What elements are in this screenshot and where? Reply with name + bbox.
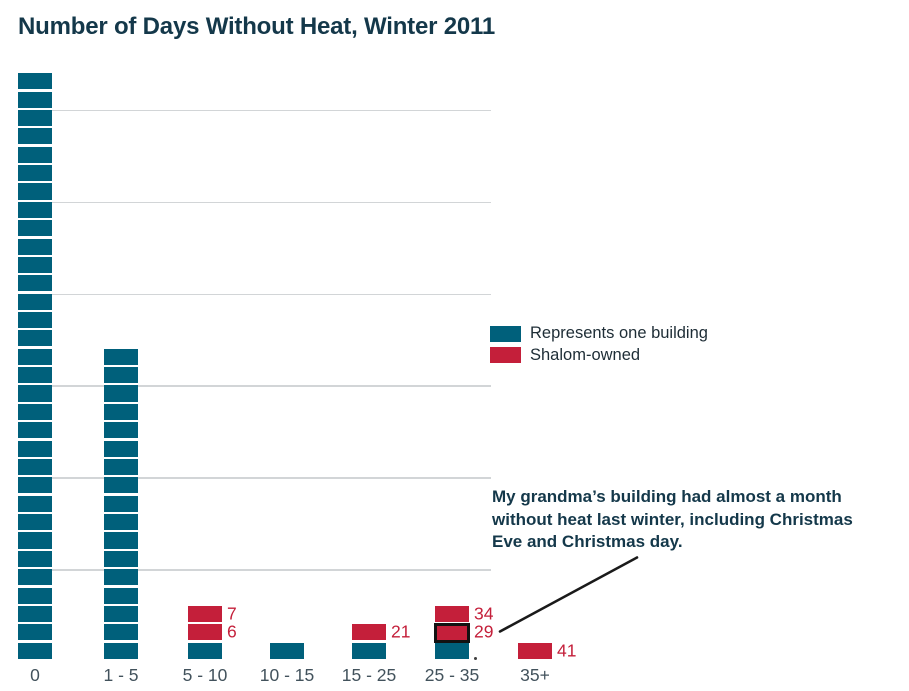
gridline — [18, 385, 491, 387]
unit-square-building — [18, 73, 52, 90]
legend-label-shalom: Shalom-owned — [530, 345, 641, 364]
legend-swatch-building-icon — [490, 326, 521, 342]
unit-square-building — [188, 642, 222, 659]
unit-square-building — [18, 256, 52, 274]
unit-square-building — [18, 514, 52, 531]
annotation-text: My grandma’s building had almost a month… — [492, 486, 909, 554]
unit-square-building — [18, 165, 52, 182]
unit-square-building — [104, 440, 138, 457]
unit-square-building — [352, 642, 386, 659]
unit-value-label: 21 — [391, 621, 411, 642]
unit-square-building — [18, 146, 52, 163]
unit-square-building — [104, 348, 138, 365]
unit-square-shalom — [435, 624, 469, 641]
gridline — [18, 569, 491, 571]
unit-square-building — [18, 642, 52, 659]
legend-swatch-shalom-icon — [490, 347, 521, 363]
x-axis-label: 5 - 10 — [182, 665, 228, 685]
unit-square-building — [104, 514, 138, 531]
unit-square-building — [18, 275, 52, 292]
unit-square-building — [104, 642, 138, 659]
unit-square-building — [18, 550, 52, 567]
unit-square-shalom — [188, 624, 222, 641]
unit-square-building — [104, 367, 138, 384]
unit-square-building — [104, 385, 138, 402]
stray-dot — [474, 657, 477, 660]
legend-item-shalom: Shalom-owned — [490, 345, 708, 364]
unit-square-building — [18, 477, 52, 494]
unit-square-building — [18, 587, 52, 604]
unit-square-building — [104, 605, 138, 623]
annotation-line: without heat last winter, including Chri… — [492, 509, 853, 529]
unit-value-label: 29 — [474, 621, 494, 642]
annotation-line: My grandma’s building had almost a month — [492, 487, 842, 506]
unit-square-building — [18, 91, 52, 108]
unit-square-building — [18, 403, 52, 420]
unit-square-building — [18, 220, 52, 237]
unit-square-building — [18, 367, 52, 384]
unit-square-shalom — [435, 605, 469, 623]
unit-square-building — [18, 183, 52, 200]
unit-square-building — [18, 605, 52, 623]
unit-square-building — [18, 495, 52, 512]
unit-square-building — [104, 403, 138, 420]
unit-square-building — [18, 385, 52, 402]
gridline — [18, 477, 491, 479]
unit-square-building — [104, 550, 138, 567]
x-axis-label: 10 - 15 — [259, 665, 315, 685]
unit-square-building — [18, 330, 52, 347]
unit-square-building — [18, 458, 52, 476]
unit-square-building — [18, 293, 52, 310]
legend-label-building: Represents one building — [530, 324, 708, 343]
unit-square-shalom — [352, 624, 386, 641]
unit-square-building — [104, 587, 138, 604]
unit-value-label: 6 — [227, 621, 237, 642]
unit-square-building — [18, 532, 52, 549]
unit-square-shalom — [188, 605, 222, 623]
unit-square-building — [18, 569, 52, 586]
unit-square-building — [104, 477, 138, 494]
unit-square-building — [104, 495, 138, 512]
unit-square-building — [270, 642, 304, 659]
unit-square-building — [18, 422, 52, 439]
unit-square-building — [18, 440, 52, 457]
unit-square-shalom — [518, 642, 552, 659]
unit-square-building — [18, 348, 52, 365]
x-axis-label: 0 — [30, 665, 40, 685]
x-axis-label: 1 - 5 — [103, 665, 139, 685]
unit-square-building — [18, 201, 52, 218]
unit-square-building — [18, 624, 52, 641]
unit-square-building — [18, 312, 52, 329]
x-axis-label: 15 - 25 — [341, 665, 397, 685]
unit-value-label: 34 — [474, 603, 494, 624]
legend-item-building: Represents one building — [490, 324, 708, 343]
unit-square-building — [104, 624, 138, 641]
unit-square-building — [18, 109, 52, 127]
unit-square-building — [104, 532, 138, 549]
unit-square-building — [104, 569, 138, 586]
unit-square-building — [18, 238, 52, 255]
x-axis-label: 35+ — [520, 665, 550, 685]
gridline — [18, 201, 491, 204]
x-axis-label: 25 - 35 — [424, 665, 480, 685]
chart-title: Number of Days Without Heat, Winter 2011 — [18, 13, 495, 40]
unit-value-label: 41 — [557, 639, 577, 660]
gridline — [18, 293, 491, 296]
annotation-line: Eve and Christmas day. — [492, 532, 683, 552]
gridline — [18, 109, 491, 112]
unit-square-building — [435, 642, 469, 659]
unit-square-building — [104, 458, 138, 476]
unit-square-building — [104, 422, 138, 439]
unit-square-building — [18, 128, 52, 145]
highlight-ring — [434, 623, 470, 643]
legend: Represents one building Shalom-owned — [490, 324, 708, 364]
unit-value-label: 7 — [227, 603, 237, 624]
